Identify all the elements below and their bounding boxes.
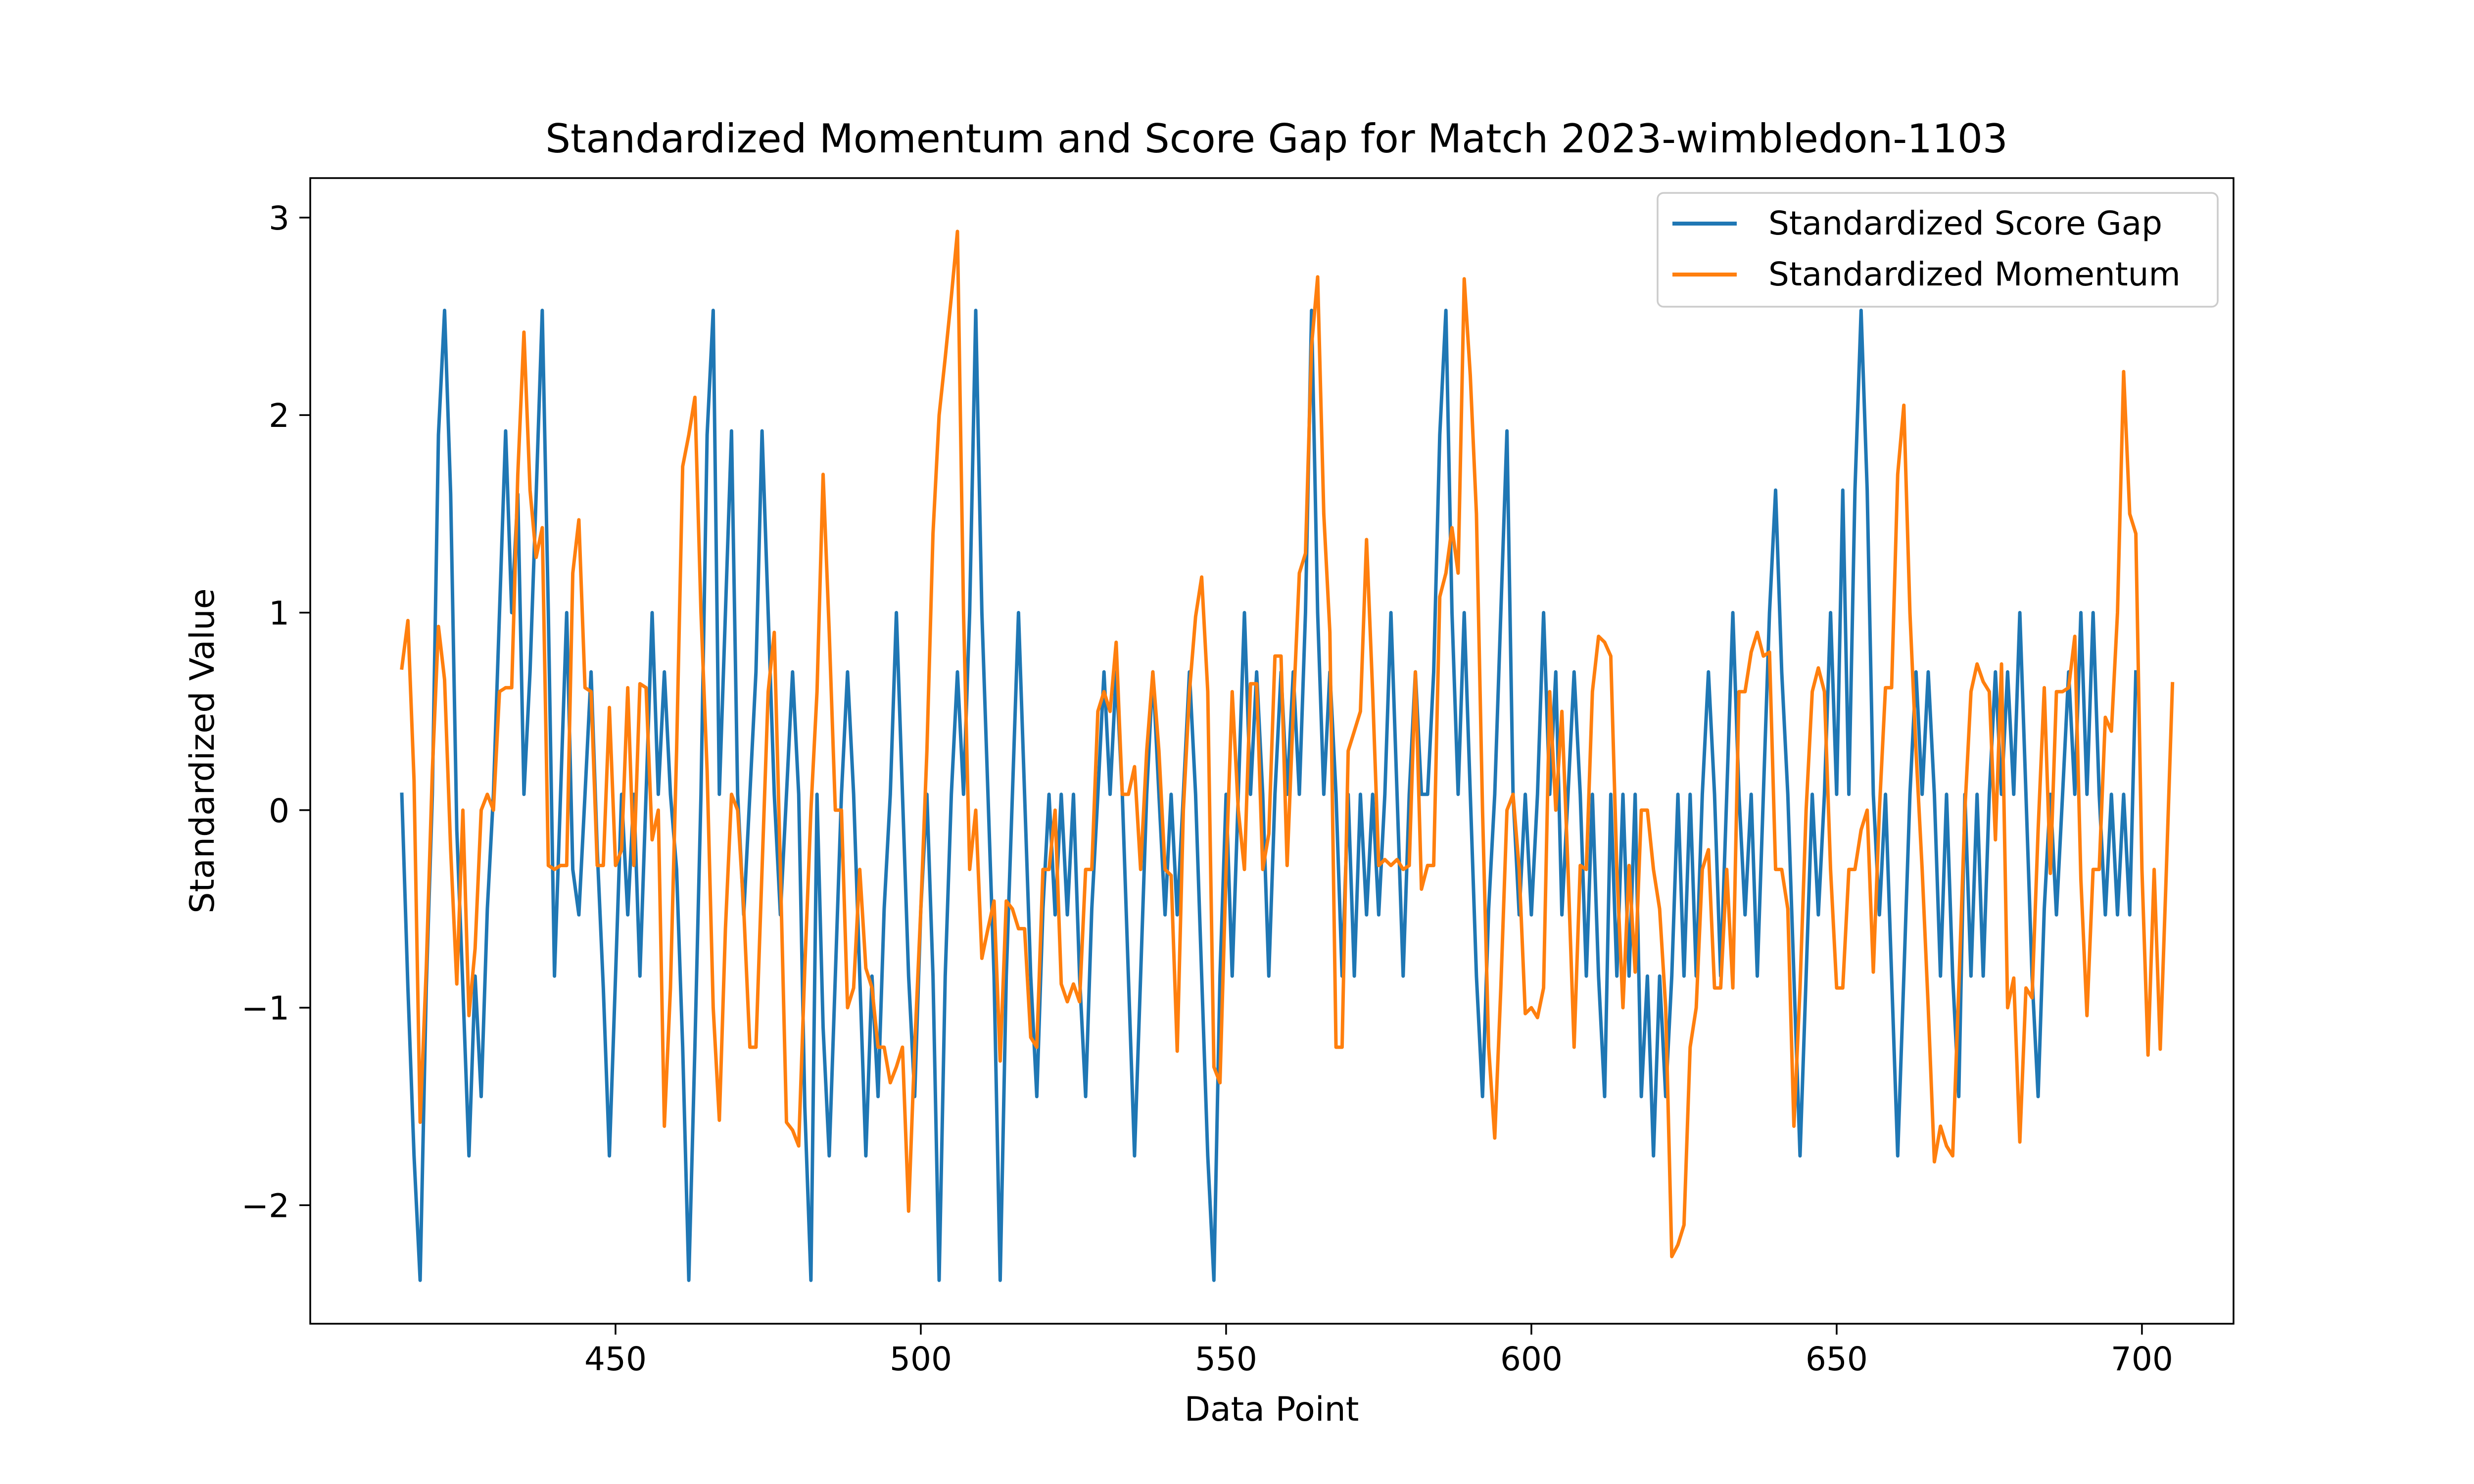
x-tick-label: 450 [584, 1340, 647, 1378]
legend-label-score-gap: Standardized Score Gap [1768, 204, 2162, 242]
y-axis-label: Standardized Value [183, 588, 222, 913]
series-layer [400, 230, 2175, 1282]
y-tick-label: 1 [269, 594, 289, 632]
x-axis-label: Data Point [1185, 1390, 1359, 1429]
series-line-momentum [400, 230, 2175, 1258]
y-tick-label: −1 [241, 989, 289, 1027]
y-tick-label: 2 [269, 397, 289, 435]
series-line-score-gap [400, 309, 2138, 1282]
y-tick-label: −2 [241, 1187, 289, 1225]
ticks-layer: 450 500 550 600 650 700 −2 −1 0 1 2 3 [241, 199, 2173, 1378]
x-tick-label: 700 [2111, 1340, 2173, 1378]
y-tick-label: 0 [269, 792, 289, 830]
y-tick-label: 3 [269, 199, 289, 237]
legend: Standardized Score Gap Standardized Mome… [1657, 192, 2219, 308]
legend-label-momentum: Standardized Momentum [1768, 255, 2181, 293]
x-tick-label: 600 [1500, 1340, 1563, 1378]
x-tick-label: 650 [1806, 1340, 1868, 1378]
x-tick-label: 550 [1195, 1340, 1257, 1378]
chart-title: Standardized Momentum and Score Gap for … [545, 116, 2008, 162]
x-tick-label: 500 [890, 1340, 952, 1378]
legend-box [1657, 192, 2219, 308]
plot-frame [309, 177, 2235, 1325]
